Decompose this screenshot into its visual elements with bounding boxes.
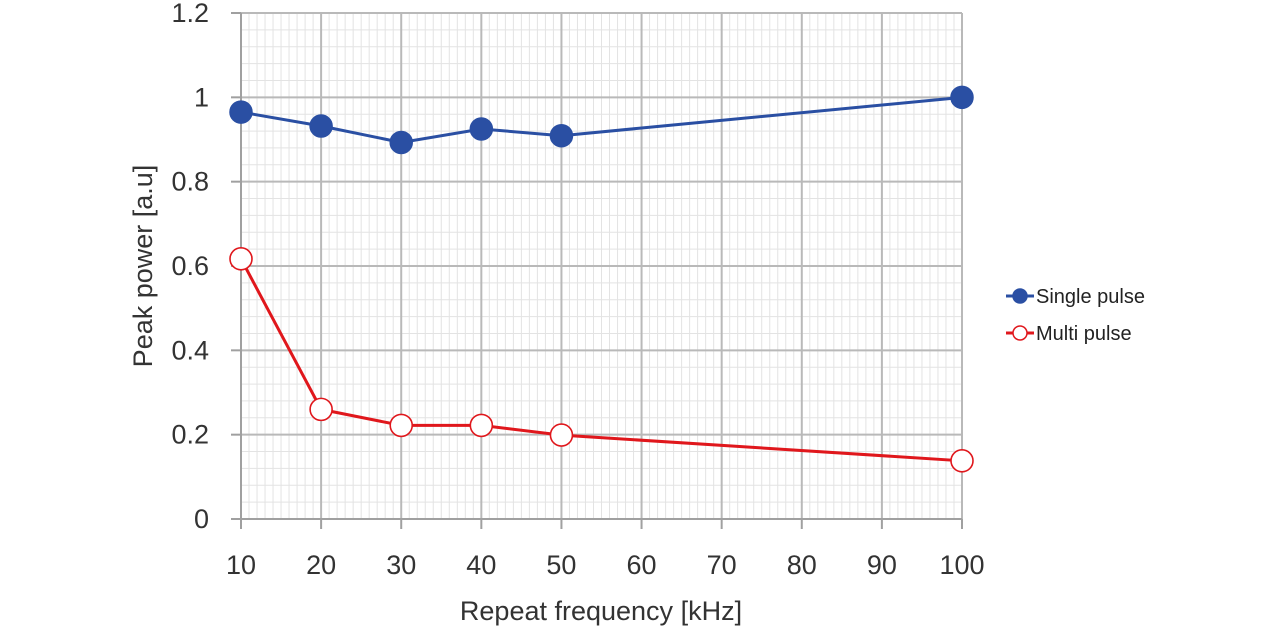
multi-pulse-point xyxy=(549,423,574,447)
y-tick-label: 0.6 xyxy=(171,251,209,281)
multi-pulse-line xyxy=(239,258,963,463)
x-tick-labels: 10 20 30 40 50 60 70 80 90 100 xyxy=(226,550,985,580)
multi-pulse-point xyxy=(229,247,253,271)
single-pulse-point xyxy=(549,123,574,148)
y-tick-label: 0 xyxy=(194,504,209,534)
single-pulse-point xyxy=(389,130,413,155)
y-tick-label: 1.2 xyxy=(171,0,209,28)
single-pulse-point xyxy=(309,114,333,138)
legend-marker-single-pulse xyxy=(1012,288,1028,304)
legend-item-multi-pulse: Multi pulse xyxy=(1006,323,1132,345)
legend-item-single-pulse: Single pulse xyxy=(1006,286,1145,308)
y-tick-label: 0.8 xyxy=(171,167,209,197)
legend-label-single-pulse: Single pulse xyxy=(1036,286,1145,308)
single-pulse-point xyxy=(469,117,494,141)
series-layer xyxy=(229,85,974,473)
multi-pulse-point xyxy=(469,413,494,438)
y-tick-label: 1 xyxy=(194,82,209,112)
x-tick-label: 60 xyxy=(627,550,657,580)
legend-marker-multi-pulse xyxy=(1012,325,1028,341)
multi-pulse-point xyxy=(389,413,414,438)
x-tick-label: 100 xyxy=(939,550,984,580)
single-pulse-point xyxy=(229,100,253,124)
single-pulse-point xyxy=(950,85,974,110)
x-tick-label: 70 xyxy=(707,550,737,580)
y-tick-labels: 0 0.2 0.4 0.6 0.8 1 1.2 xyxy=(171,0,209,534)
legend-label-multi-pulse: Multi pulse xyxy=(1036,323,1132,345)
x-tick-label: 90 xyxy=(867,550,897,580)
multi-pulse-point xyxy=(950,449,974,473)
y-tick-label: 0.4 xyxy=(171,335,209,365)
x-tick-label: 40 xyxy=(466,550,496,580)
x-tick-label: 50 xyxy=(546,550,576,580)
y-tick-label: 0.2 xyxy=(171,420,209,450)
x-axis-title: Repeat frequency [kHz] xyxy=(460,596,742,626)
multi-pulse-point xyxy=(309,397,333,422)
single-pulse-line xyxy=(240,95,963,144)
x-tick-label: 10 xyxy=(226,550,256,580)
x-tick-label: 80 xyxy=(787,550,817,580)
y-axis-title: Peak power [a.u] xyxy=(128,165,158,368)
legend: Single pulse Multi pulse xyxy=(1006,286,1145,345)
x-tick-label: 30 xyxy=(386,550,416,580)
x-tick-label: 20 xyxy=(306,550,336,580)
